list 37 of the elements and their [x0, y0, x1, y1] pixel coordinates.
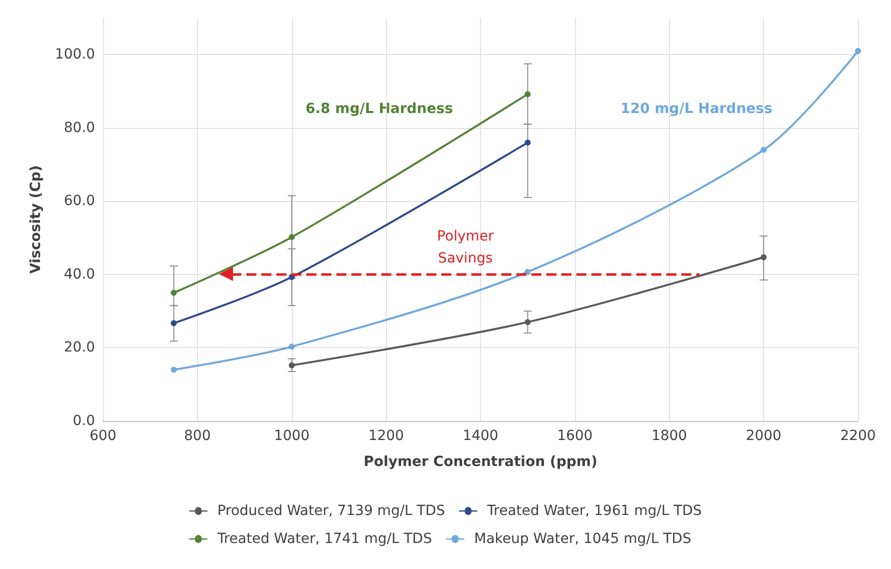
x-tick-label: 2000 [746, 428, 782, 444]
point [170, 366, 177, 373]
annotation: 120 mg/L Hardness [620, 101, 772, 118]
point [170, 290, 177, 296]
point [524, 91, 531, 98]
point [170, 320, 177, 326]
x-tick-label: 1400 [462, 428, 498, 444]
legend-label: Makeup Water, 1045 mg/L TDS [474, 531, 692, 547]
annotation: 6.8 mg/L Hardness [306, 101, 453, 118]
point [288, 344, 295, 350]
x-tick-label: 1800 [651, 428, 688, 444]
y-tick-label: 100.0 [54, 46, 95, 63]
x-tick-label: 1600 [557, 428, 593, 444]
y-tick-label: 40.0 [64, 266, 95, 282]
point [524, 140, 531, 146]
point [760, 254, 767, 260]
y-tick-label: 0.0 [72, 413, 95, 429]
point [855, 48, 861, 54]
legend-label: Treated Water, 1741 mg/L TDS [216, 531, 432, 547]
point [288, 362, 295, 368]
point [524, 268, 531, 275]
y-tick-label: 20.0 [64, 340, 95, 356]
y-tick-label: 60.0 [64, 193, 95, 210]
x-tick-label: 800 [184, 428, 211, 444]
y-axis-title: Viscosity (Cp) [28, 165, 44, 274]
ref-line-label: Polymer Savings [437, 228, 494, 266]
point [760, 146, 767, 153]
point [524, 319, 531, 326]
x-tick-label: 2200 [840, 428, 876, 444]
x-tick-label: 600 [90, 428, 116, 444]
x-tick-label: 1000 [274, 428, 310, 444]
legend-label: Treated Water, 1961 mg/L TDS [486, 503, 702, 519]
x-tick-label: 1200 [368, 428, 404, 444]
point [288, 234, 295, 240]
x-axis-title: Polymer Concentration (ppm) [364, 454, 598, 470]
legend-label: Produced Water, 7139 mg/L TDS [217, 503, 446, 519]
y-tick-label: 80.0 [64, 120, 95, 136]
